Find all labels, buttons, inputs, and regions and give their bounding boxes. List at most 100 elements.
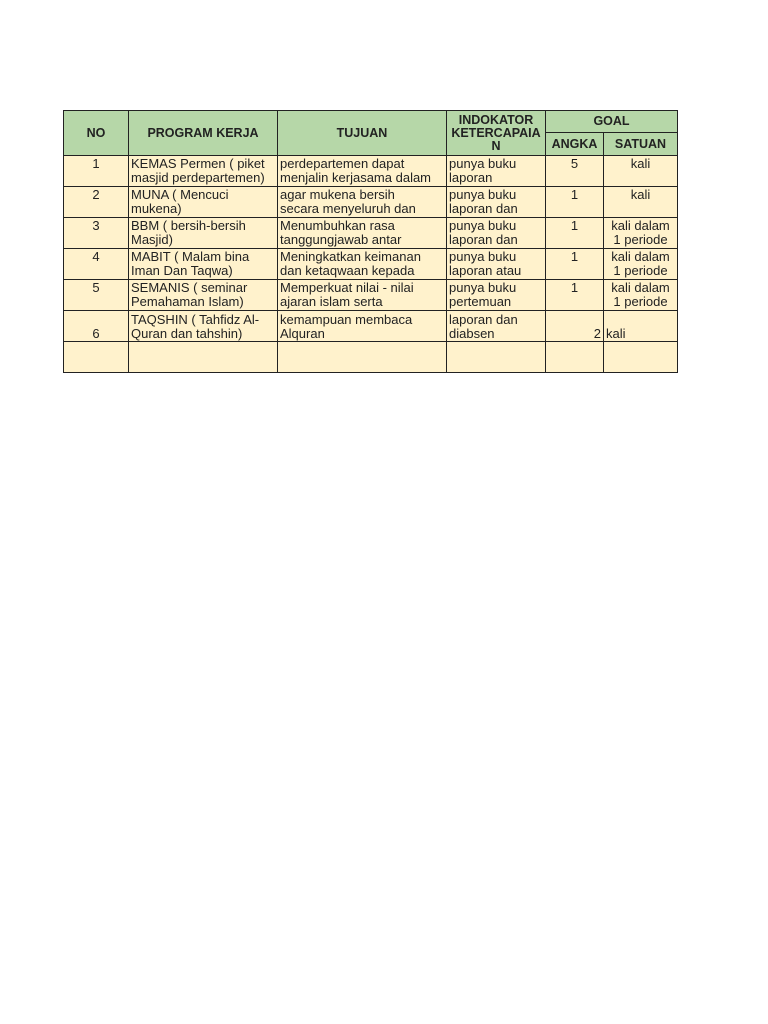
- cell-tujuan[interactable]: agar mukena bersih secara menyeluruh dan: [277, 186, 447, 218]
- cell-no[interactable]: 2: [63, 186, 129, 218]
- cell-text: kali: [630, 156, 651, 171]
- cell-text: 1 periode: [613, 263, 668, 278]
- cell-text: kemampuan membaca: [280, 312, 413, 327]
- cell-tujuan[interactable]: Memperkuat nilai - nilai ajaran islam ser…: [277, 279, 447, 311]
- cell-text: laporan dan: [449, 201, 518, 216]
- cell-text: 1: [570, 218, 579, 233]
- cell-text: punya buku: [449, 187, 517, 202]
- cell-tujuan[interactable]: Menumbuhkan rasa tanggungjawab antar: [277, 217, 447, 249]
- cell-text: laporan: [449, 170, 493, 185]
- cell-text: SEMANIS ( seminar: [131, 280, 248, 295]
- cell-text: laporan dan: [449, 312, 518, 327]
- cell-text: Quran dan tahshin): [131, 326, 243, 341]
- cell-program[interactable]: KEMAS Permen ( piket masjid perdepartemen…: [128, 155, 278, 187]
- cell-no[interactable]: 5: [63, 279, 129, 311]
- cell-text: agar mukena bersih: [280, 187, 395, 202]
- cell-tujuan[interactable]: kemampuan membaca Alquran: [277, 310, 447, 342]
- cell-satuan[interactable]: [603, 341, 678, 373]
- cell-text: secara menyeluruh dan: [280, 201, 416, 216]
- cell-text: Iman Dan Taqwa): [131, 263, 233, 278]
- cell-text: punya buku: [449, 249, 517, 264]
- cell-satuan[interactable]: kali: [603, 186, 678, 218]
- cell-program[interactable]: SEMANIS ( seminar Pemahaman Islam): [128, 279, 278, 311]
- cell-tujuan[interactable]: [277, 341, 447, 373]
- cell-no[interactable]: [63, 341, 129, 373]
- header-tujuan[interactable]: TUJUAN: [277, 110, 447, 156]
- cell-text: punya buku: [449, 218, 517, 233]
- cell-text: TAQSHIN ( Tahfidz Al-: [131, 312, 260, 327]
- cell-no[interactable]: 1: [63, 155, 129, 187]
- cell-text: punya buku: [449, 280, 517, 295]
- cell-text: ajaran islam serta: [280, 294, 383, 309]
- cell-text: 2: [92, 187, 100, 202]
- cell-text: 1: [570, 280, 579, 295]
- cell-no[interactable]: 3: [63, 217, 129, 249]
- cell-no[interactable]: 6: [63, 310, 129, 342]
- header-no[interactable]: NO: [63, 110, 129, 156]
- cell-text: laporan atau: [449, 263, 522, 278]
- cell-satuan[interactable]: kali: [603, 310, 678, 342]
- cell-satuan[interactable]: kali dalam 1 periode: [603, 248, 678, 280]
- cell-indikator[interactable]: [446, 341, 546, 373]
- cell-angka[interactable]: 1: [545, 248, 604, 280]
- cell-text: 5: [570, 156, 579, 171]
- cell-text: kali dalam: [611, 218, 670, 233]
- cell-satuan[interactable]: kali: [603, 155, 678, 187]
- cell-text: Masjid): [131, 232, 173, 247]
- cell-angka[interactable]: 1: [545, 186, 604, 218]
- cell-text: 3: [92, 218, 100, 233]
- cell-text: 1 periode: [613, 294, 668, 309]
- cell-text: pertemuan: [449, 294, 512, 309]
- cell-angka[interactable]: [545, 341, 604, 373]
- cell-text: Menumbuhkan rasa: [280, 218, 395, 233]
- cell-text: Alquran: [280, 326, 325, 341]
- cell-indikator[interactable]: punya buku laporan atau: [446, 248, 546, 280]
- cell-text: Pemahaman Islam): [131, 294, 244, 309]
- cell-angka[interactable]: 5: [545, 155, 604, 187]
- cell-indikator[interactable]: punya buku pertemuan: [446, 279, 546, 311]
- cell-text: BBM ( bersih-bersih: [131, 218, 246, 233]
- cell-text: kali: [630, 187, 651, 202]
- cell-text: kali dalam: [611, 280, 670, 295]
- cell-indikator[interactable]: laporan dan diabsen: [446, 310, 546, 342]
- cell-text: masjid perdepartemen): [131, 170, 265, 185]
- cell-program[interactable]: BBM ( bersih-bersih Masjid): [128, 217, 278, 249]
- header-goal[interactable]: GOAL: [545, 110, 678, 133]
- cell-text: MABIT ( Malam bina: [131, 249, 250, 264]
- header-indikator[interactable]: INDOKATOR KETERCAPAIA N: [446, 110, 546, 156]
- cell-program[interactable]: MUNA ( Mencuci mukena): [128, 186, 278, 218]
- cell-tujuan[interactable]: perdepartemen dapat menjalin kerjasama da…: [277, 155, 447, 187]
- cell-text: 1: [92, 156, 100, 171]
- cell-program[interactable]: TAQSHIN ( Tahfidz Al- Quran dan tahshin): [128, 310, 278, 342]
- cell-satuan[interactable]: kali dalam 1 periode: [603, 217, 678, 249]
- cell-text: 4: [92, 249, 100, 264]
- header-angka[interactable]: ANGKA: [545, 132, 604, 156]
- cell-text: 5: [92, 280, 100, 295]
- cell-indikator[interactable]: punya buku laporan dan: [446, 186, 546, 218]
- cell-text: Meningkatkan keimanan: [280, 249, 421, 264]
- cell-text: 1: [570, 187, 579, 202]
- cell-text: menjalin kerjasama dalam: [280, 170, 432, 185]
- cell-tujuan[interactable]: Meningkatkan keimanan dan ketaqwaan kepad…: [277, 248, 447, 280]
- cell-program[interactable]: MABIT ( Malam bina Iman Dan Taqwa): [128, 248, 278, 280]
- cell-text: 2: [593, 326, 601, 341]
- cell-satuan[interactable]: kali dalam 1 periode: [603, 279, 678, 311]
- cell-angka[interactable]: 1: [545, 279, 604, 311]
- cell-text: dan ketaqwaan kepada: [280, 263, 415, 278]
- cell-text: mukena): [131, 201, 182, 216]
- cell-angka[interactable]: 2: [545, 310, 604, 342]
- header-program-kerja[interactable]: PROGRAM KERJA: [128, 110, 278, 156]
- cell-text: tanggungjawab antar: [280, 232, 402, 247]
- cell-no[interactable]: 4: [63, 248, 129, 280]
- cell-indikator[interactable]: punya buku laporan: [446, 155, 546, 187]
- cell-text: laporan dan: [449, 232, 518, 247]
- cell-text: 1: [570, 249, 579, 264]
- cell-program[interactable]: [128, 341, 278, 373]
- header-satuan[interactable]: SATUAN: [603, 132, 678, 156]
- cell-text: MUNA ( Mencuci: [131, 187, 229, 202]
- cell-text: kali: [606, 326, 626, 341]
- cell-text: 6: [92, 326, 100, 341]
- cell-angka[interactable]: 1: [545, 217, 604, 249]
- cell-indikator[interactable]: punya buku laporan dan: [446, 217, 546, 249]
- cell-text: Memperkuat nilai - nilai: [280, 280, 414, 295]
